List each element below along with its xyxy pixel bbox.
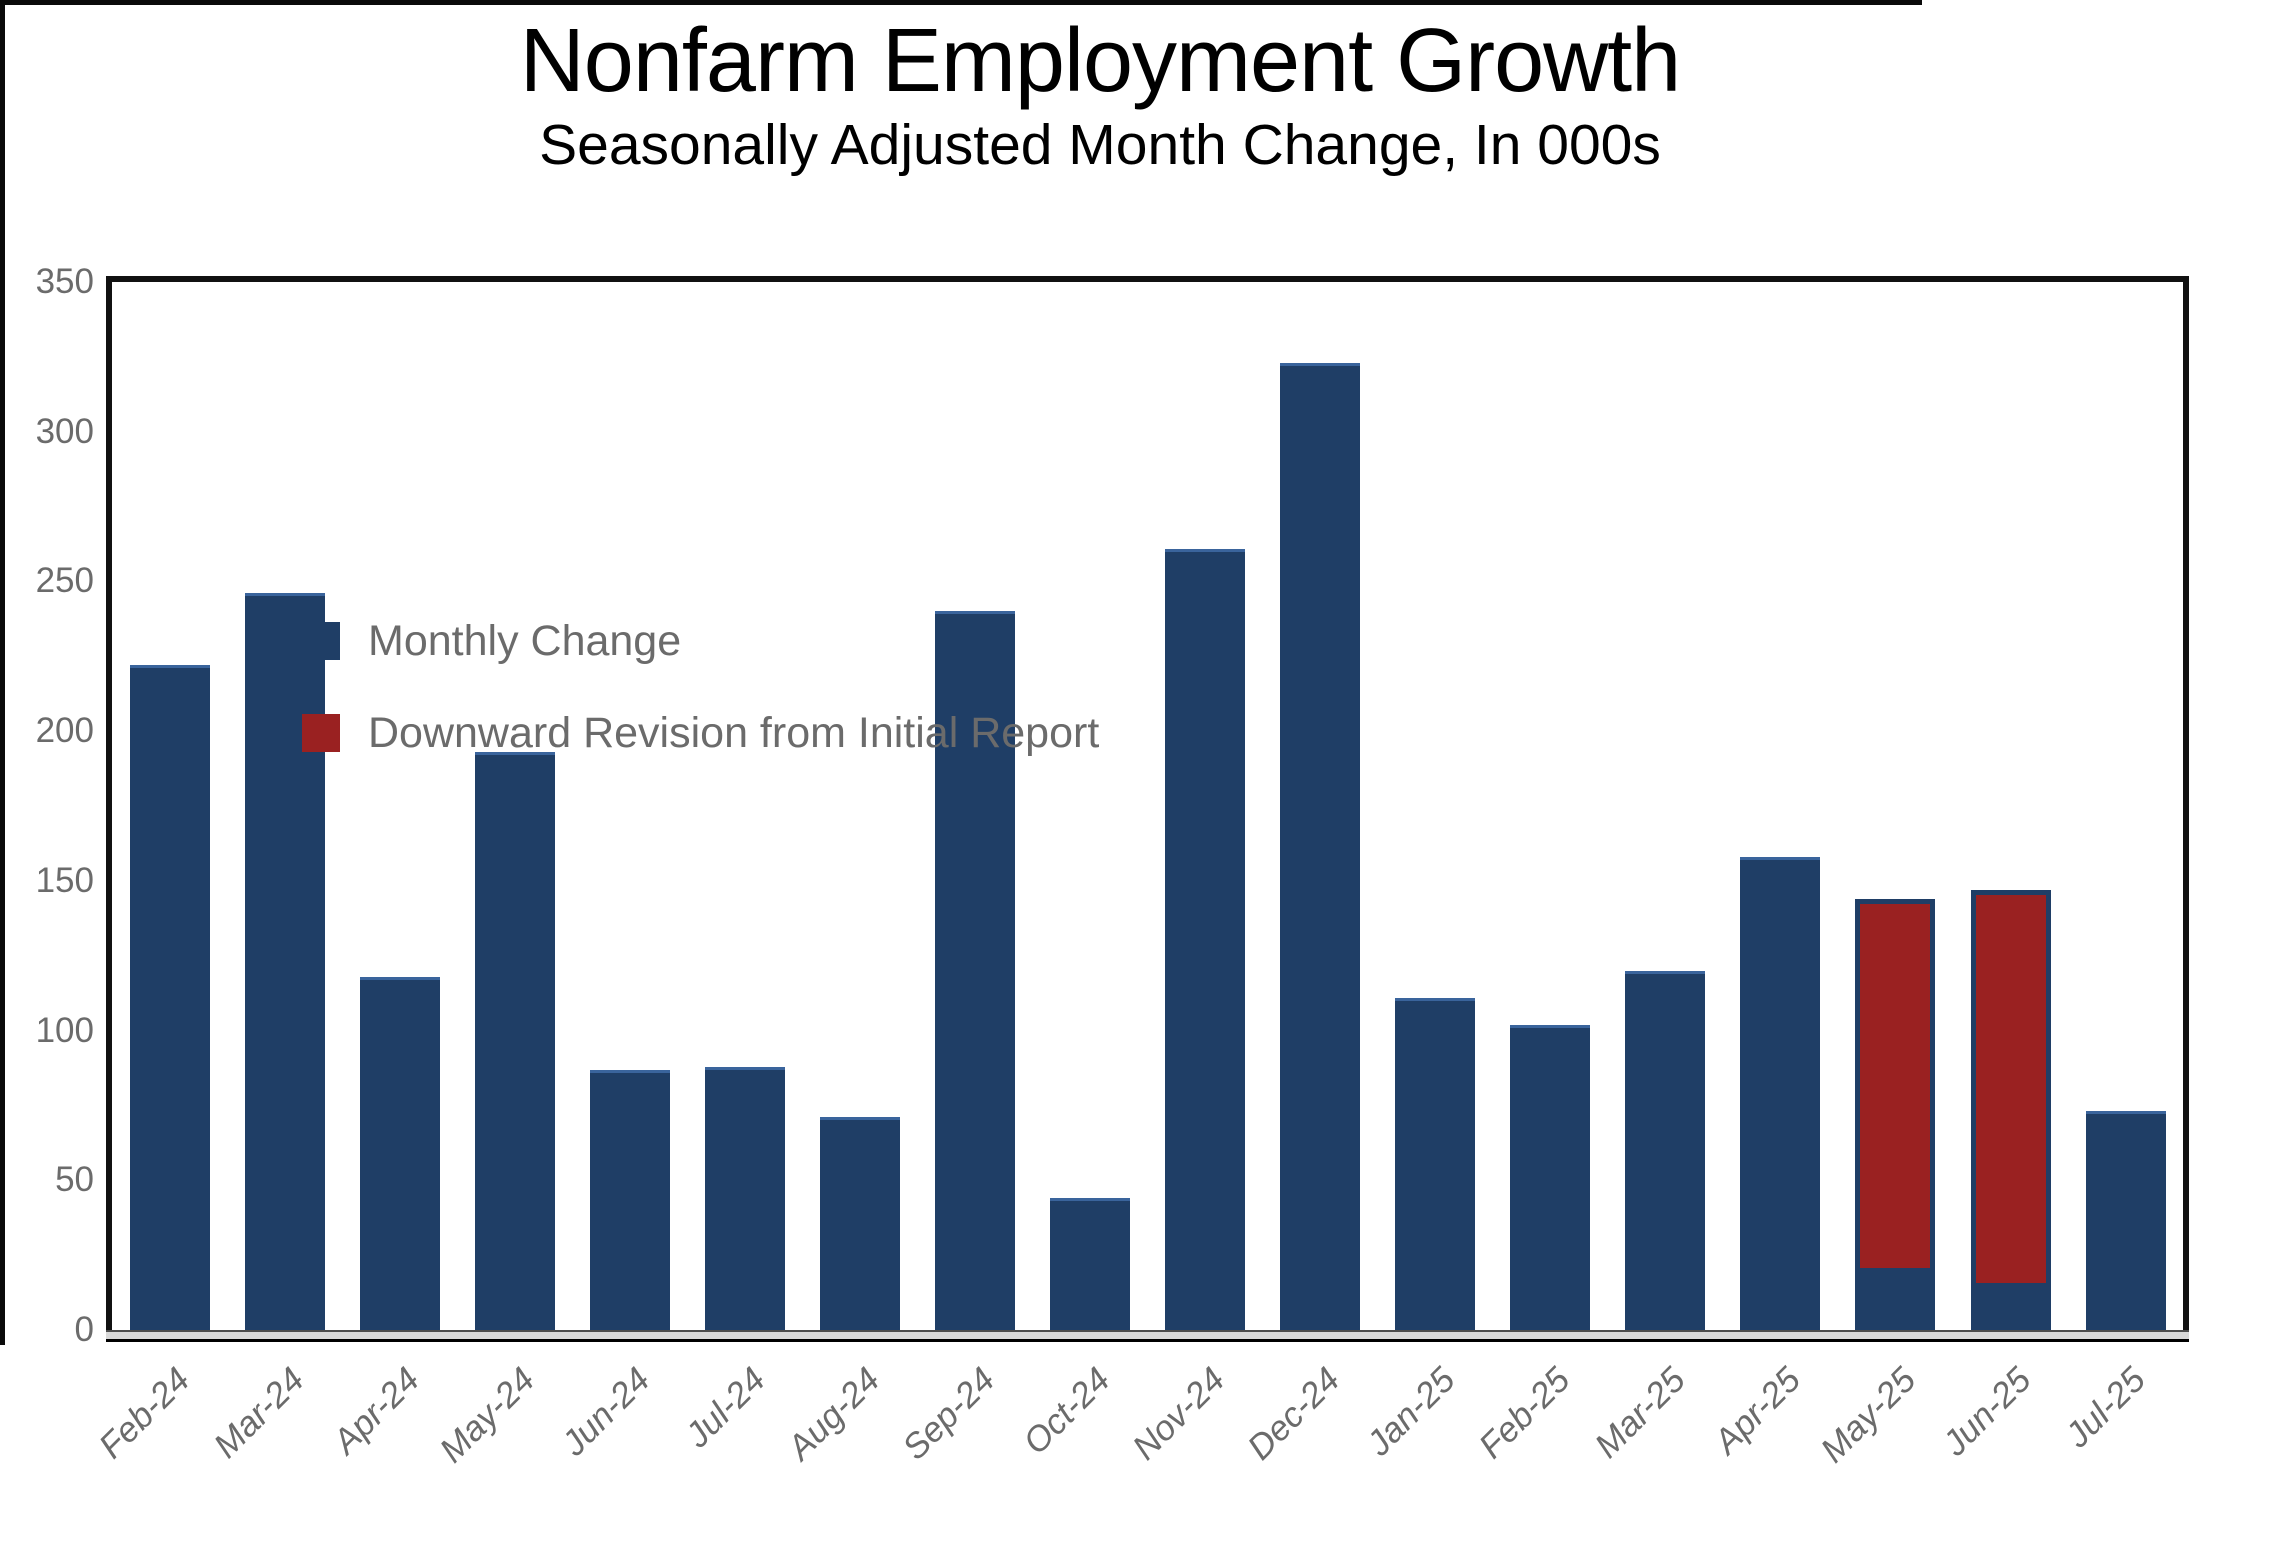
y-tick-label-300: 300: [35, 411, 94, 451]
monthly-change-segment-feb-24: [129, 665, 210, 1330]
y-tick-label-350: 350: [35, 262, 94, 301]
monthly-change-segment-jul-24: [704, 1066, 785, 1330]
x-slot-mar-25: Mar-25: [1587, 1354, 1723, 1514]
y-tick-label-0: 0: [74, 1310, 94, 1349]
bar-jul-24: [704, 1066, 785, 1330]
revision-segment-jun-25: [1970, 889, 2051, 1289]
monthly-change-segment-aug-24: [819, 1117, 900, 1330]
monthly-change-segment-sep-24: [934, 611, 1015, 1330]
x-tick-label-jul-25: Jul-25: [2058, 1360, 2154, 1455]
x-tick-label-feb-24: Feb-24: [91, 1360, 198, 1466]
monthly-change-segment-may-24: [474, 752, 555, 1330]
x-slot-jun-24: Jun-24: [554, 1354, 687, 1514]
bar-aug-24: [819, 1117, 900, 1330]
bar-slot-apr-25: [1723, 282, 1838, 1330]
bar-jul-25: [2085, 1111, 2166, 1330]
bar-slot-jan-25: [1378, 282, 1493, 1330]
bar-apr-25: [1740, 856, 1821, 1330]
bar-slot-feb-25: [1493, 282, 1608, 1330]
x-axis-labels: Feb-24 Mar-24 Apr-24 May-24 Jun-24 Jul-24 Aug-…: [91, 1354, 2183, 1514]
bar-slot-sep-24: [917, 282, 1032, 1330]
bar-slot-nov-24: [1148, 282, 1263, 1330]
window-edge-top-line: [0, 0, 1922, 5]
x-axis-line: [106, 1330, 2189, 1342]
revision-segment-may-25: [1855, 898, 1936, 1274]
bar-jun-25: [1970, 889, 2051, 1330]
bar-slot-jun-25: [1953, 282, 2068, 1330]
monthly-change-segment-jun-24: [589, 1069, 670, 1330]
y-axis: 0 50 100 150 200 250 300 350: [0, 262, 94, 1349]
bar-slot-may-25: [1838, 282, 1953, 1330]
bar-dec-24: [1280, 362, 1361, 1330]
bar-slot-jun-24: [572, 282, 687, 1330]
y-tick-label-150: 150: [35, 860, 94, 900]
bar-slot-mar-25: [1608, 282, 1723, 1330]
y-tick-label-250: 250: [35, 561, 94, 601]
x-slot-jul-25: Jul-25: [2058, 1354, 2183, 1514]
bar-slot-aug-24: [802, 282, 917, 1330]
y-tick-label-50: 50: [55, 1160, 94, 1200]
monthly-change-segment-feb-25: [1510, 1024, 1591, 1330]
bar-slot-may-24: [457, 282, 572, 1330]
bar-slot-apr-24: [342, 282, 457, 1330]
legend-label-downward-revision: Downward Revision from Initial Report: [368, 708, 1100, 757]
plot-area: Monthly Change Downward Revision from In…: [106, 276, 2189, 1342]
bar-feb-25: [1510, 1024, 1591, 1330]
bar-may-24: [474, 752, 555, 1330]
legend-item-downward-revision: Downward Revision from Initial Report: [302, 710, 1099, 756]
bar-jun-24: [589, 1069, 670, 1330]
legend-label-monthly-change: Monthly Change: [368, 616, 682, 665]
legend-swatch-monthly-change: [302, 622, 340, 660]
y-tick-label-100: 100: [35, 1010, 94, 1050]
bar-slot-dec-24: [1263, 282, 1378, 1330]
legend-swatch-downward-revision: [302, 714, 340, 752]
monthly-change-segment-dec-24: [1280, 362, 1361, 1330]
monthly-change-segment-apr-25: [1740, 856, 1821, 1330]
legend: Monthly Change Downward Revision from In…: [302, 618, 1099, 802]
monthly-change-segment-jan-25: [1395, 997, 1476, 1330]
window-edge-left-line: [0, 0, 5, 1345]
bar-apr-24: [359, 976, 440, 1330]
monthly-change-segment-mar-25: [1625, 970, 1706, 1330]
chart-subtitle: Seasonally Adjusted Month Change, In 000…: [539, 113, 1661, 177]
bar-sep-24: [934, 611, 1015, 1330]
monthly-change-segment-may-25: [1855, 1273, 1936, 1330]
chart-title: Nonfarm Employment Growth: [519, 11, 1681, 111]
bar-may-25: [1855, 898, 1936, 1330]
x-slot-jun-25: Jun-25: [1935, 1354, 2068, 1514]
monthly-change-segment-oct-24: [1050, 1198, 1131, 1330]
bar-slot-jul-25: [2068, 282, 2183, 1330]
y-tick-label-200: 200: [35, 711, 94, 751]
monthly-change-segment-apr-24: [359, 976, 440, 1330]
bar-slot-jul-24: [687, 282, 802, 1330]
bar-nov-24: [1165, 548, 1246, 1330]
x-tick-label-jul-24: Jul-24: [677, 1360, 773, 1455]
monthly-change-segment-jun-25: [1970, 1288, 2051, 1330]
bar-mar-25: [1625, 970, 1706, 1330]
bar-feb-24: [129, 665, 210, 1330]
bar-series-container: [112, 282, 2183, 1330]
bar-slot-feb-24: [112, 282, 227, 1330]
bar-slot-oct-24: [1033, 282, 1148, 1330]
monthly-change-segment-jul-25: [2085, 1111, 2166, 1330]
legend-item-monthly-change: Monthly Change: [302, 618, 1099, 664]
bar-slot-mar-24: [227, 282, 342, 1330]
monthly-change-segment-nov-24: [1165, 548, 1246, 1330]
bar-jan-25: [1395, 997, 1476, 1330]
bar-oct-24: [1050, 1198, 1131, 1330]
